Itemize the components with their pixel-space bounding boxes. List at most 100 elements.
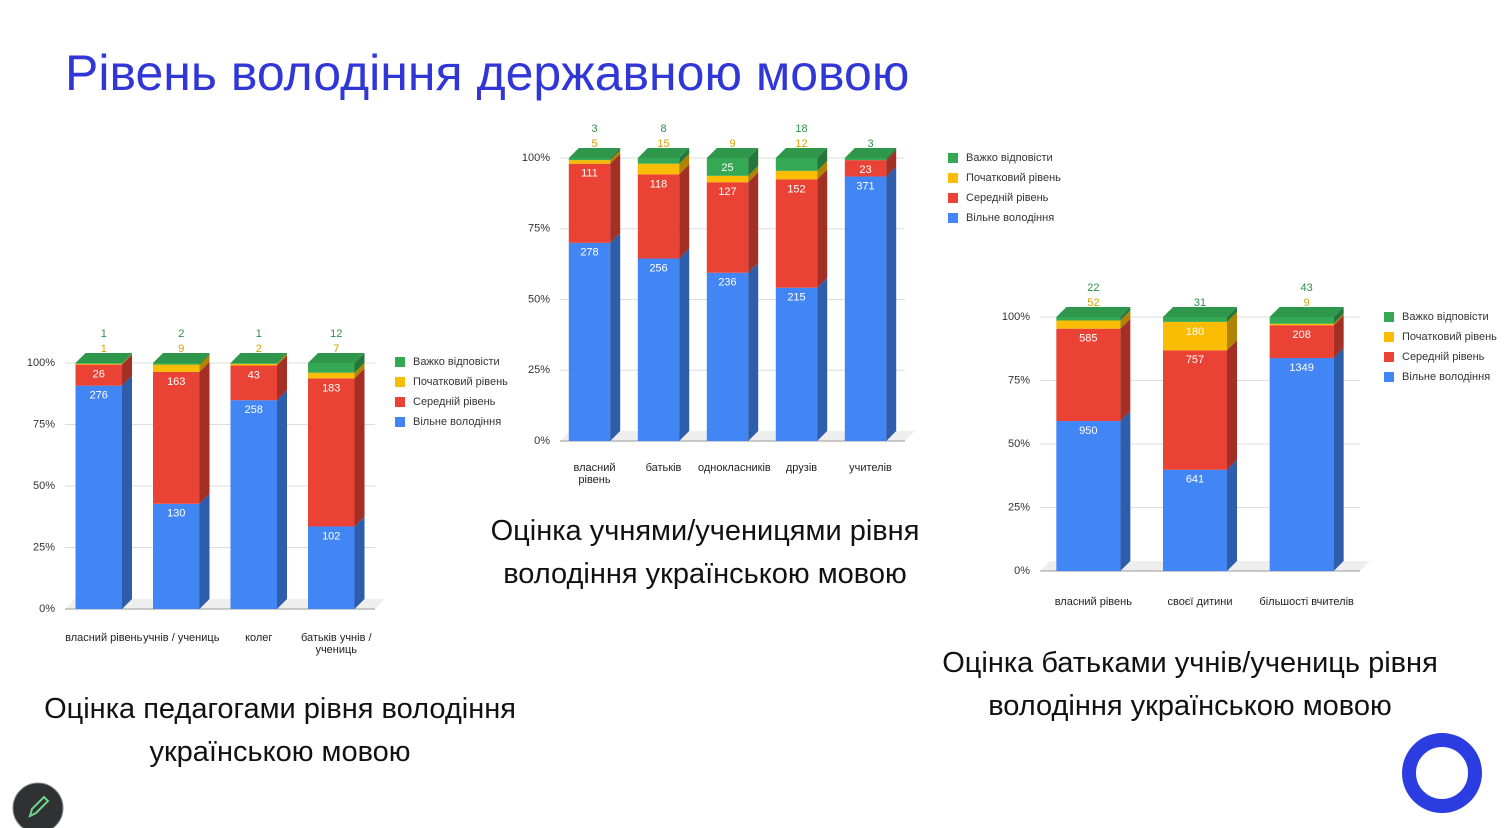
bar-segment xyxy=(75,363,122,365)
bar-side xyxy=(1333,348,1344,571)
bar-side xyxy=(1120,307,1131,321)
bar-side xyxy=(199,493,210,609)
bar-side xyxy=(122,375,132,609)
data-label: 2 xyxy=(178,328,184,340)
bar-segment xyxy=(1269,323,1334,326)
x-tick-label: батьків xyxy=(645,462,682,474)
x-tick-label: своєї дитини xyxy=(1167,596,1233,608)
data-label: 127 xyxy=(718,186,736,198)
bar-side xyxy=(277,355,287,401)
bar-segment xyxy=(1163,350,1227,470)
data-label: 1 xyxy=(101,343,107,355)
y-tick-label: 25% xyxy=(1008,501,1030,513)
bar-segment xyxy=(1056,320,1121,329)
legend-swatch xyxy=(948,153,958,163)
data-label: 12 xyxy=(795,138,807,150)
bar-side xyxy=(122,353,132,365)
legend-swatch xyxy=(948,213,958,223)
data-label: 9 xyxy=(729,138,735,150)
logo-ring xyxy=(1402,733,1482,813)
bar-segment xyxy=(844,160,887,177)
bar-top xyxy=(775,148,828,158)
y-tick-label: 75% xyxy=(528,223,550,235)
data-label: 1349 xyxy=(1289,362,1313,374)
y-tick-label: 0% xyxy=(534,435,550,447)
data-label: 2 xyxy=(256,343,262,355)
data-label: 180 xyxy=(1186,326,1204,338)
legend-swatch xyxy=(395,397,405,407)
x-tick-label: батьків учнів / учениць xyxy=(300,632,372,656)
data-label: 7 xyxy=(333,343,339,355)
data-label: 757 xyxy=(1186,354,1204,366)
bar-segment xyxy=(637,174,680,259)
bar-side xyxy=(1333,313,1344,326)
bar-top xyxy=(75,353,132,363)
data-label: 102 xyxy=(322,530,340,542)
bar-segment xyxy=(568,242,611,441)
bar-segment xyxy=(844,176,887,442)
legend-swatch xyxy=(395,357,405,367)
bar-side xyxy=(748,262,759,441)
chart-caption: Оцінка учнями/ученицями рівня володіння … xyxy=(490,515,920,590)
y-tick-label: 100% xyxy=(522,152,550,164)
bar-segment xyxy=(230,363,277,364)
y-tick-label: 50% xyxy=(1008,438,1030,450)
bar-segment xyxy=(230,363,277,366)
data-label: 641 xyxy=(1186,474,1204,486)
bar-segment xyxy=(568,160,611,164)
bar-side xyxy=(610,150,621,164)
y-tick-label: 25% xyxy=(528,364,550,376)
legend-label: Вільне володіння xyxy=(966,212,1054,224)
bar-segment xyxy=(568,163,611,243)
bar-side xyxy=(817,277,828,441)
y-tick-label: 100% xyxy=(27,357,55,369)
x-tick-label: власний рівень xyxy=(65,632,143,644)
y-tick-label: 0% xyxy=(39,603,55,615)
bar-segment xyxy=(637,158,680,164)
y-tick-label: 50% xyxy=(528,293,550,305)
data-label: 23 xyxy=(859,164,871,176)
x-tick-label: власний рівень xyxy=(1054,596,1132,608)
data-label: 52 xyxy=(1087,297,1099,309)
bar-side xyxy=(679,148,690,164)
x-tick-label: учителів xyxy=(849,462,892,474)
bar-side xyxy=(122,354,132,386)
x-tick-label: більшості вчителів xyxy=(1259,596,1354,608)
y-tick-label: 75% xyxy=(33,418,55,430)
bar-side xyxy=(748,165,759,183)
legend-label: Важко відповісти xyxy=(1402,311,1489,323)
data-label: 1 xyxy=(256,328,262,340)
edit-button[interactable] xyxy=(12,782,64,828)
data-label: 5 xyxy=(591,138,597,150)
bar-top xyxy=(308,353,365,363)
data-label: 26 xyxy=(93,369,105,381)
bar-segment xyxy=(775,179,818,288)
chart-caption: Оцінка батьками учнів/учениць рівня воло… xyxy=(942,647,1438,722)
bar-side xyxy=(1120,318,1131,422)
data-label: 371 xyxy=(856,180,874,192)
data-label: 215 xyxy=(787,292,805,304)
data-label: 236 xyxy=(718,277,736,289)
bar-side xyxy=(1227,459,1237,571)
bar-segment xyxy=(1056,328,1121,422)
bar-segment xyxy=(308,526,355,609)
legend-label: Важко відповісти xyxy=(966,152,1053,164)
bar-side xyxy=(199,354,210,372)
legend-label: Початковий рівень xyxy=(413,376,508,388)
data-label: 950 xyxy=(1079,425,1097,437)
bar-top xyxy=(568,148,621,158)
legend-swatch xyxy=(1384,332,1394,342)
bar-segment xyxy=(775,158,818,171)
data-label: 18 xyxy=(795,123,807,135)
bar-side xyxy=(122,353,132,364)
bar-side xyxy=(886,148,897,161)
legend-label: Середній рівень xyxy=(413,396,496,408)
bar-segment xyxy=(153,503,200,609)
bar-side xyxy=(199,353,210,365)
x-tick-label: власний рівень xyxy=(573,462,616,486)
bar-top xyxy=(1269,307,1344,317)
bar-segment xyxy=(775,170,818,180)
data-label: 118 xyxy=(650,178,668,190)
